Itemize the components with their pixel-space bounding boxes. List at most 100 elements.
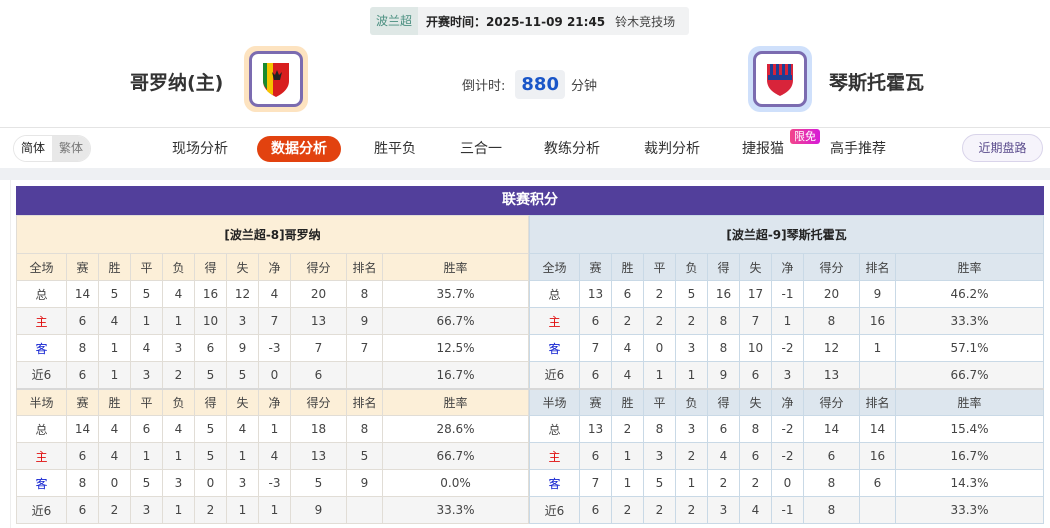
cell: -2 [771,442,804,470]
cell: 18 [290,415,347,443]
tab-referee-analysis[interactable]: 裁判分析 [644,141,700,157]
column-header: 赛 [579,387,612,416]
cell: 2 [611,496,644,524]
row-label: 客 [16,469,67,497]
column-header: 得分 [803,253,860,281]
column-header: 得 [707,387,740,416]
cell: 1 [98,334,131,362]
cell: 4 [611,361,644,389]
row-label: 主 [16,442,67,470]
away-team-logo[interactable] [748,46,812,112]
cell: 8 [803,307,860,335]
tab-data-analysis[interactable]: 数据分析 [257,136,341,162]
cell: 1 [98,361,131,389]
countdown-label: 倒计时: [462,79,506,94]
row-label: 近6 [16,496,67,524]
table-row: 主 6 4 1 1 10 3 7 13 9 66.7% [16,307,529,335]
cell: 4 [611,334,644,362]
column-header: 得分 [290,387,347,416]
cell: 6 [707,415,740,443]
cell: 6 [579,307,612,335]
cell: 2 [707,469,740,497]
cell: -1 [771,496,804,524]
tab-three-in-one[interactable]: 三合一 [460,141,502,157]
table-row: 客 8 1 4 3 6 9 -3 7 7 12.5% [16,334,529,362]
cell: 2 [162,361,195,389]
cell: 12 [803,334,860,362]
cell: 9 [290,496,347,524]
row-label: 近6 [529,361,580,389]
row-label: 客 [529,334,580,362]
cell: 33.3% [895,307,1044,335]
cell: 0 [258,361,291,389]
cell: 7 [258,307,291,335]
cell: 6 [194,334,227,362]
home-team-name[interactable]: 哥罗纳(主) [130,72,224,94]
away-team-name[interactable]: 琴斯托霍瓦 [829,72,925,94]
home-team-logo[interactable] [244,46,308,112]
cell: 3 [162,334,195,362]
cell: 28.6% [382,415,529,443]
cell: 10 [194,307,227,335]
column-header: 得分 [803,387,860,416]
table-row: 客 7 1 5 1 2 2 0 8 6 14.3% [529,469,1044,497]
league-tag[interactable]: 波兰超 [370,7,419,35]
cell: 5 [194,361,227,389]
cell: 8 [707,307,740,335]
column-header: 平 [130,253,163,281]
row-label: 主 [529,442,580,470]
cell: 16.7% [895,442,1044,470]
lang-traditional[interactable]: 繁体 [52,136,91,161]
away-standings-table: [波兰超-9]琴斯托霍瓦 全场赛胜平负得失净得分 排名 胜率总 13 6 2 5 16 17 -1 2… [529,215,1044,524]
tab-1x2[interactable]: 胜平负 [374,141,416,157]
row-label: 总 [16,415,67,443]
cell: 57.1% [895,334,1044,362]
column-header: 净 [258,387,291,416]
row-label: 总 [16,280,67,308]
cell: 7 [290,334,347,362]
cell: 3 [226,469,259,497]
row-label: 客 [16,334,67,362]
column-header: 胜率 [895,387,1044,416]
cell: 0 [771,469,804,497]
cell: 14 [66,280,99,308]
recent-odds-button[interactable]: 近期盘路 [962,134,1043,162]
cell: 5 [98,280,131,308]
tab-coach-analysis[interactable]: 教练分析 [544,141,600,157]
cell: 3 [675,415,708,443]
cell: 5 [194,415,227,443]
match-info: 波兰超 开赛时间：2025-11-09 21:45 铃木竞技场 [370,7,690,35]
cell: 33.3% [895,496,1044,524]
cell: 1 [162,496,195,524]
column-header: 排名 [859,253,896,281]
cell: 8 [643,415,676,443]
cell [346,496,383,524]
column-header: 赛 [66,253,99,281]
cell [859,496,896,524]
cell: 33.3% [382,496,529,524]
tab-jiebaomao[interactable]: 捷报猫 [742,141,784,157]
divider-band [0,168,1050,180]
table-row: 总 13 2 8 3 6 8 -2 14 14 15.4% [529,415,1044,443]
cell: 0 [643,334,676,362]
cell: 8 [66,334,99,362]
table-row: 总 13 6 2 5 16 17 -1 20 9 46.2% [529,280,1044,308]
row-label: 近6 [16,361,67,389]
cell: 8 [66,469,99,497]
tab-live-analysis[interactable]: 现场分析 [172,141,228,157]
cell: -1 [771,280,804,308]
column-header: 胜率 [382,387,529,416]
tab-expert-picks[interactable]: 高手推荐 [830,141,886,157]
column-header: 得分 [290,253,347,281]
table-row: 近6 6 2 3 1 2 1 1 9 33.3% [16,496,529,524]
column-header: 排名 [346,253,383,281]
team-rank-header: [波兰超-8]哥罗纳 [16,215,529,254]
cell: 1 [859,334,896,362]
column-header: 胜 [611,253,644,281]
lang-simplified[interactable]: 简体 [14,136,53,161]
language-toggle[interactable]: 简体 繁体 [13,135,92,162]
cell: 6 [739,361,772,389]
cell: 9 [346,307,383,335]
cell: 4 [258,280,291,308]
cell: 1 [611,442,644,470]
